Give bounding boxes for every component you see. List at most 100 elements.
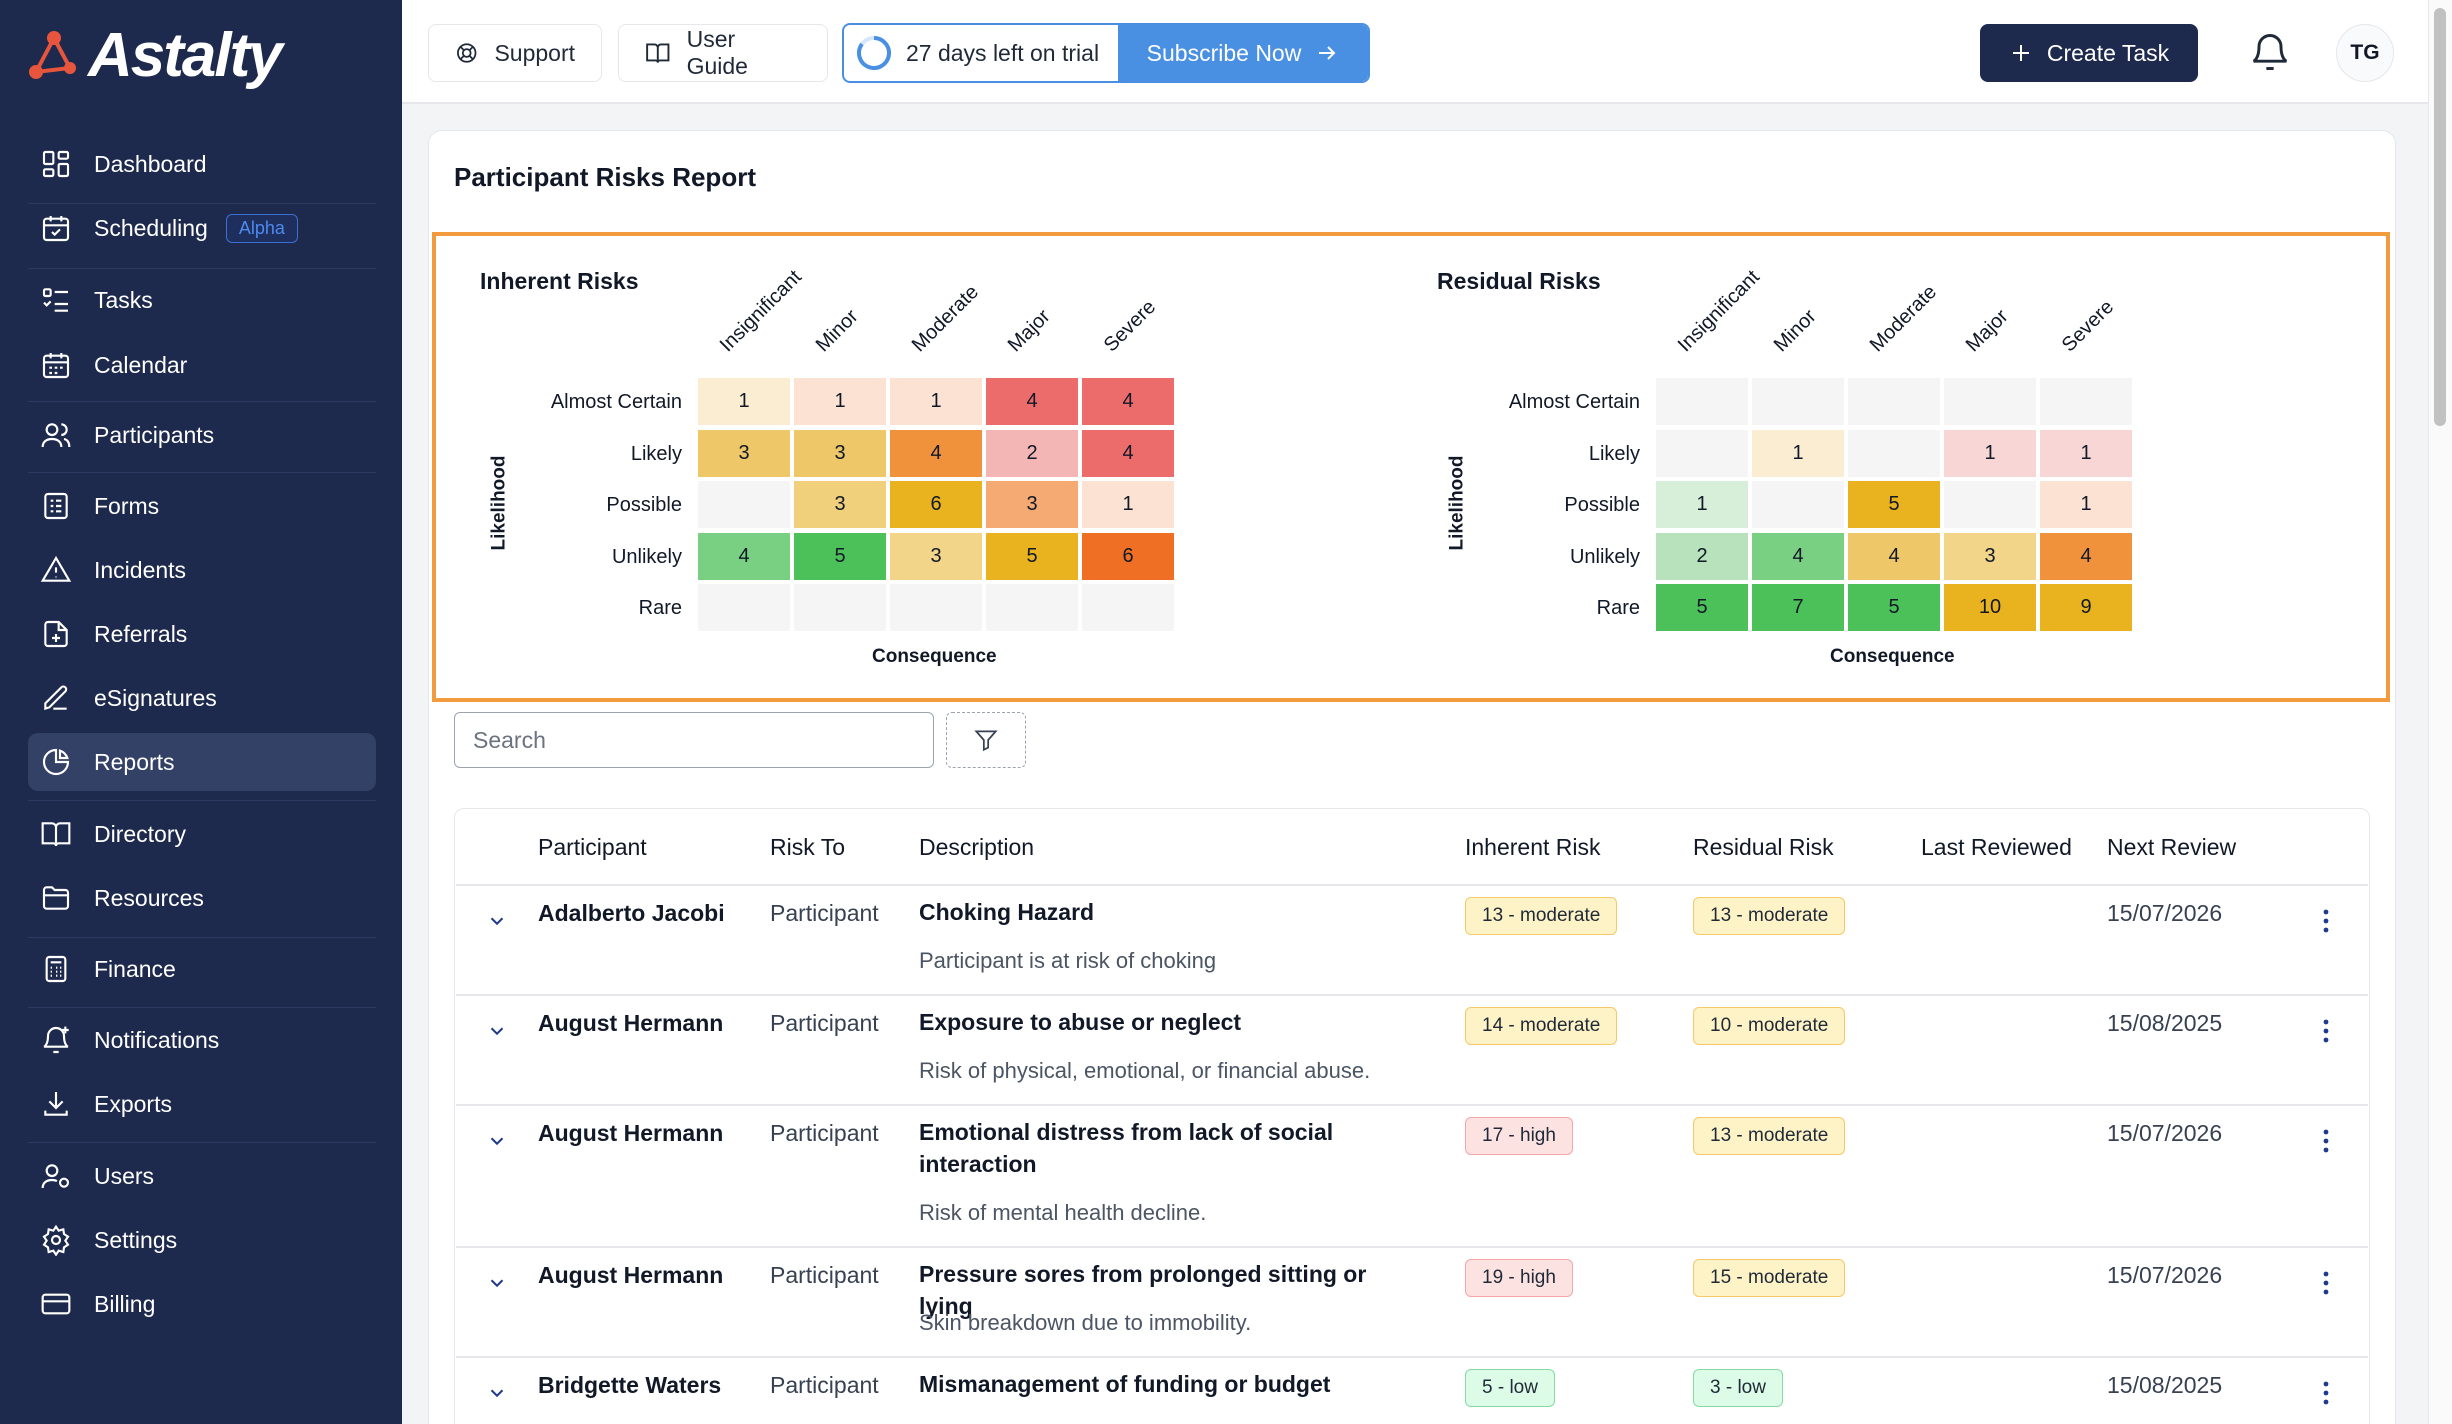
chevron-down-icon[interactable] <box>486 1020 508 1042</box>
matrix-cell[interactable]: 1 <box>794 378 886 425</box>
column-header-inherent-risk[interactable]: Inherent Risk <box>1465 834 1601 860</box>
matrix-cell[interactable]: 9 <box>2040 584 2132 631</box>
matrix-cell[interactable]: 7 <box>1752 584 1844 631</box>
filter-button[interactable] <box>946 712 1026 768</box>
participant-name[interactable]: August Hermann <box>538 1120 724 1146</box>
matrix-cell[interactable] <box>1848 429 1940 477</box>
matrix-cell[interactable]: 4 <box>1752 532 1844 580</box>
matrix-cell[interactable]: 1 <box>2040 429 2132 477</box>
matrix-cell[interactable]: 1 <box>890 378 982 425</box>
matrix-cell[interactable] <box>890 584 982 631</box>
matrix-cell[interactable]: 4 <box>1082 378 1174 425</box>
sidebar-item-referrals[interactable]: Referrals <box>28 605 376 663</box>
chevron-down-icon[interactable] <box>486 910 508 932</box>
matrix-cell[interactable]: 3 <box>1944 532 2036 580</box>
matrix-cell[interactable]: 1 <box>1944 429 2036 477</box>
more-actions-icon[interactable] <box>2321 1380 2331 1406</box>
matrix-cell[interactable] <box>2040 378 2132 425</box>
matrix-cell[interactable]: 4 <box>1848 532 1940 580</box>
participant-name[interactable]: Adalberto Jacobi <box>538 900 725 926</box>
column-header-next-review[interactable]: Next Review <box>2107 834 2237 860</box>
matrix-cell[interactable] <box>1752 378 1844 425</box>
sidebar-item-forms[interactable]: Forms <box>28 477 376 535</box>
matrix-cell[interactable]: 3 <box>986 481 1078 528</box>
matrix-cell[interactable] <box>1944 378 2036 425</box>
chevron-down-icon[interactable] <box>486 1382 508 1404</box>
more-actions-icon[interactable] <box>2321 1018 2331 1044</box>
sidebar-item-scheduling[interactable]: Scheduling Alpha <box>28 199 376 257</box>
matrix-cell[interactable] <box>794 584 886 631</box>
matrix-cell[interactable]: 3 <box>698 429 790 477</box>
column-header-last-reviewed[interactable]: Last Reviewed <box>1921 834 2072 860</box>
matrix-cell[interactable]: 5 <box>986 532 1078 580</box>
column-header-risk-to[interactable]: Risk To <box>770 834 845 860</box>
search-input[interactable] <box>454 712 934 768</box>
sidebar-item-directory[interactable]: Directory <box>28 805 376 863</box>
matrix-cell[interactable]: 2 <box>1656 532 1748 580</box>
sidebar-item-finance[interactable]: Finance <box>28 940 376 998</box>
matrix-cell[interactable]: 3 <box>794 429 886 477</box>
matrix-cell[interactable] <box>1752 481 1844 528</box>
matrix-cell[interactable]: 5 <box>794 532 886 580</box>
avatar[interactable]: TG <box>2336 24 2394 82</box>
sidebar-item-exports[interactable]: Exports <box>28 1075 376 1133</box>
matrix-cell[interactable]: 1 <box>2040 481 2132 528</box>
app-logo[interactable]: Astalty <box>26 24 316 88</box>
matrix-cell[interactable]: 6 <box>1082 532 1174 580</box>
sidebar-item-tasks[interactable]: Tasks <box>28 271 376 329</box>
sidebar-item-settings[interactable]: Settings <box>28 1211 376 1269</box>
matrix-cell[interactable]: 5 <box>1848 481 1940 528</box>
matrix-cell[interactable]: 4 <box>2040 532 2132 580</box>
matrix-cell[interactable] <box>986 584 1078 631</box>
matrix-cell[interactable] <box>1656 429 1748 477</box>
subscribe-now-button[interactable]: Subscribe Now <box>1118 25 1368 81</box>
sidebar-item-notifications[interactable]: Notifications <box>28 1011 376 1069</box>
matrix-cell[interactable]: 1 <box>698 378 790 425</box>
more-actions-icon[interactable] <box>2321 908 2331 934</box>
sidebar-item-reports[interactable]: Reports <box>28 733 376 791</box>
matrix-cell[interactable] <box>698 481 790 528</box>
matrix-cell[interactable]: 4 <box>698 532 790 580</box>
sidebar-item-users[interactable]: Users <box>28 1147 376 1205</box>
matrix-cell[interactable] <box>1848 378 1940 425</box>
chevron-down-icon[interactable] <box>486 1272 508 1294</box>
matrix-cell[interactable]: 4 <box>890 429 982 477</box>
matrix-cell[interactable]: 5 <box>1848 584 1940 631</box>
matrix-cell[interactable]: 1 <box>1656 481 1748 528</box>
column-header-residual-risk[interactable]: Residual Risk <box>1693 834 1834 860</box>
matrix-cell[interactable] <box>1944 481 2036 528</box>
matrix-cell[interactable]: 2 <box>986 429 1078 477</box>
create-task-button[interactable]: Create Task <box>1980 24 2198 82</box>
user-guide-button[interactable]: User Guide <box>618 24 828 82</box>
bell-icon[interactable] <box>2248 30 2292 74</box>
sidebar-item-participants[interactable]: Participants <box>28 406 376 464</box>
participant-name[interactable]: August Hermann <box>538 1010 724 1036</box>
matrix-cell[interactable]: 4 <box>1082 429 1174 477</box>
column-header-description[interactable]: Description <box>919 834 1035 860</box>
sidebar-item-billing[interactable]: Billing <box>28 1275 376 1333</box>
matrix-cell[interactable]: 4 <box>986 378 1078 425</box>
sidebar-item-resources[interactable]: Resources <box>28 869 376 927</box>
more-actions-icon[interactable] <box>2321 1270 2331 1296</box>
scrollbar-thumb[interactable] <box>2434 8 2446 426</box>
matrix-cell[interactable]: 6 <box>890 481 982 528</box>
matrix-cell[interactable]: 3 <box>794 481 886 528</box>
chevron-down-icon[interactable] <box>486 1130 508 1152</box>
support-button[interactable]: Support <box>428 24 602 82</box>
sidebar-item-calendar[interactable]: Calendar <box>28 336 376 394</box>
matrix-cell[interactable]: 3 <box>890 532 982 580</box>
matrix-cell[interactable] <box>698 584 790 631</box>
matrix-cell[interactable]: 1 <box>1752 429 1844 477</box>
matrix-cell[interactable]: 1 <box>1082 481 1174 528</box>
sidebar-item-esignatures[interactable]: eSignatures <box>28 669 376 727</box>
participant-name[interactable]: August Hermann <box>538 1262 724 1288</box>
sidebar-item-incidents[interactable]: Incidents <box>28 541 376 599</box>
matrix-cell[interactable] <box>1656 378 1748 425</box>
column-header-participant[interactable]: Participant <box>538 834 647 860</box>
matrix-cell[interactable]: 5 <box>1656 584 1748 631</box>
matrix-cell[interactable] <box>1082 584 1174 631</box>
matrix-cell[interactable]: 10 <box>1944 584 2036 631</box>
participant-name[interactable]: Bridgette Waters <box>538 1372 722 1398</box>
more-actions-icon[interactable] <box>2321 1128 2331 1154</box>
sidebar-item-dashboard[interactable]: Dashboard <box>28 135 376 193</box>
